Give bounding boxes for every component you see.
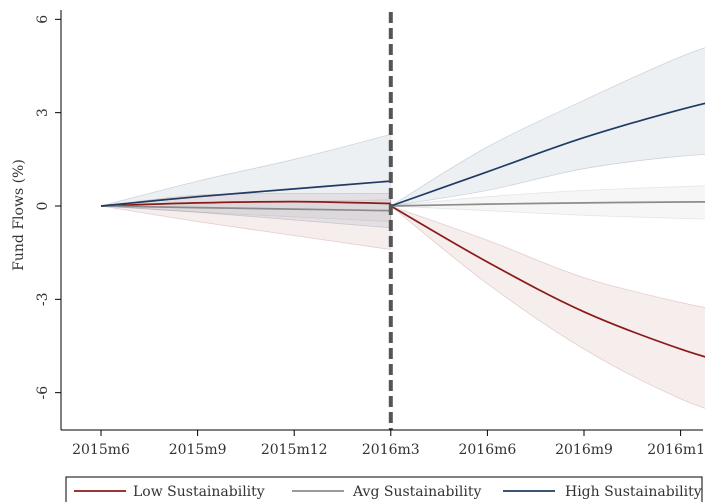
x-tick-label-2015m12: 2015m12 — [261, 442, 328, 458]
avg-sustainability-line-post — [390, 200, 705, 207]
high-sustainability-line-pre — [100, 180, 391, 207]
y-axis-label: Fund Flows (%) — [11, 159, 27, 271]
low-sustainability-line-pre — [100, 200, 391, 207]
x-tick-label-2016m9: 2016m9 — [555, 442, 613, 458]
x-ticks: 2015m6 2015m9 2015m12 2016m3 2016m6 2016m9 201… — [72, 430, 705, 458]
x-tick-label-2015m6: 2015m6 — [72, 442, 130, 458]
series-lines — [100, 102, 705, 358]
x-tick-label-2015m9: 2015m9 — [169, 442, 227, 458]
avg-sustainability-ci-band-post — [390, 185, 705, 220]
y-tick-label--3: -3 — [35, 293, 51, 307]
legend-label-low-sustainability: Low Sustainability — [133, 484, 265, 500]
axes — [60, 10, 703, 431]
y-tick-label-6: 6 — [35, 15, 51, 24]
high-sustainability-ci-band-pre — [100, 133, 392, 229]
y-tick-label-0: 0 — [35, 202, 51, 211]
low-sustainability-ci-band-post — [390, 205, 705, 409]
legend-box — [65, 476, 703, 502]
y-ticks: -6 -3 0 3 6 — [35, 15, 61, 400]
high-sustainability-ci-band-post — [390, 47, 705, 207]
y-tick-label-3: 3 — [35, 108, 51, 117]
y-tick-label--6: -6 — [35, 386, 51, 400]
x-tick-label-2016m6: 2016m6 — [458, 442, 516, 458]
legend-label-avg-sustainability: Avg Sustainability — [352, 484, 481, 500]
legend: Low Sustainability Avg Sustainability High… — [65, 476, 703, 502]
x-tick-label-2016m12: 2016m12 — [647, 442, 705, 458]
legend-label-high-sustainability: High Sustainability — [565, 484, 702, 500]
x-tick-label-2016m3: 2016m3 — [362, 442, 420, 458]
low-sustainability-line-post — [390, 205, 705, 358]
high-sustainability-line-post — [390, 102, 705, 207]
confidence-bands — [100, 47, 705, 409]
avg-sustainability-line-pre — [100, 205, 391, 212]
